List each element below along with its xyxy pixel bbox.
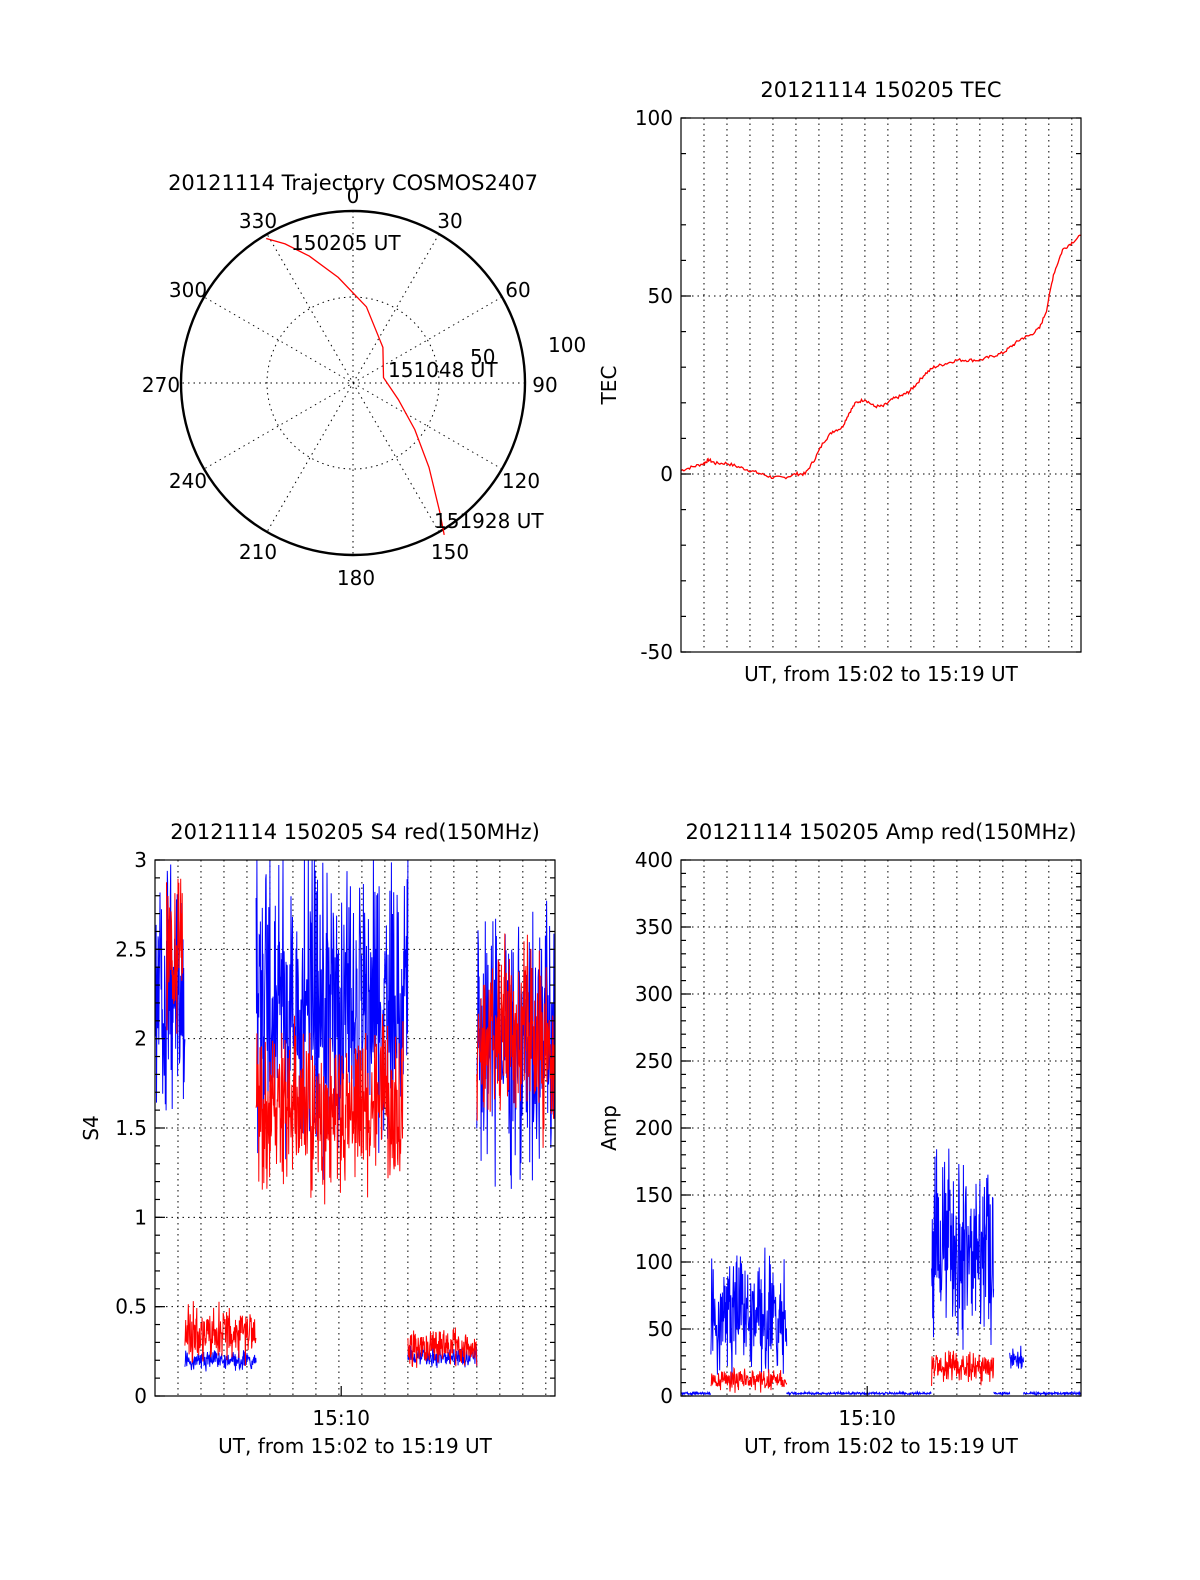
tec-x-axis-label: UT, from 15:02 to 15:19 UT xyxy=(744,662,1019,686)
ytick-label: 3 xyxy=(134,848,147,872)
ytick-label: -50 xyxy=(640,640,673,664)
ytick-label: 50 xyxy=(648,1317,673,1341)
amp-plot: 20121114 150205 Amp red(150MHz) 0 50 100 15… xyxy=(597,820,1082,1458)
amp-axes-frame xyxy=(680,859,1082,1397)
series-0-segment-6 xyxy=(1023,1390,1082,1397)
ytick-label: 0 xyxy=(134,1384,147,1408)
tec-title: 20121114 150205 TEC xyxy=(760,78,1001,102)
trajectory-plot: 20121114 Trajectory COSMOS2407 0 30 60 90 12… xyxy=(142,171,586,590)
polar-spokes xyxy=(181,211,525,555)
ytick-label: 1 xyxy=(134,1205,147,1229)
series-1-segment-0 xyxy=(710,1366,788,1393)
polar-azimuth-labels: 0 30 60 90 120 150 180 210 240 270 300 330 xyxy=(142,184,558,590)
s4-x-axis-label: UT, from 15:02 to 15:19 UT xyxy=(218,1434,493,1458)
azimuth-label-120: 120 xyxy=(502,469,540,493)
amp-y-axis-label: Amp xyxy=(597,1105,621,1151)
azimuth-label-60: 60 xyxy=(505,278,530,302)
ytick-label: 0 xyxy=(660,462,673,486)
tec-y-axis-label: TEC xyxy=(597,366,621,406)
azimuth-label-270: 270 xyxy=(142,373,180,397)
azimuth-label-90: 90 xyxy=(532,373,557,397)
amp-x-tick-label: 15:10 xyxy=(838,1406,896,1430)
ytick-label: 150 xyxy=(635,1183,673,1207)
azimuth-label-150: 150 xyxy=(431,540,469,564)
s4-y-axis-label: S4 xyxy=(79,1115,103,1140)
azimuth-label-180: 180 xyxy=(337,566,375,590)
s4-axes-frame xyxy=(154,859,556,1397)
series-1-segment-0 xyxy=(166,878,184,1034)
azimuth-label-0: 0 xyxy=(347,184,360,208)
amp-x-axis-label: UT, from 15:02 to 15:19 UT xyxy=(744,1434,1019,1458)
ytick-label: 1.5 xyxy=(115,1116,147,1140)
series-1-segment-4 xyxy=(476,933,556,1148)
series-1-segment-1 xyxy=(184,1301,257,1366)
trajectory-mid-label: 151048 UT xyxy=(388,358,498,382)
ytick-label: 250 xyxy=(635,1049,673,1073)
s4-x-tick-label: 15:10 xyxy=(312,1406,370,1430)
s4-plot: 20121114 150205 S4 red(150MHz) 0 0.5 1 1.5 2… xyxy=(79,820,556,1458)
s4-y-ticks: 0 0.5 1 1.5 2 2.5 3 xyxy=(115,848,555,1408)
amp-series xyxy=(680,1148,1082,1397)
ytick-label: 300 xyxy=(635,982,673,1006)
azimuth-label-240: 240 xyxy=(169,469,207,493)
tec-axes-frame xyxy=(680,117,1082,653)
ytick-label: 2 xyxy=(134,1027,147,1051)
ytick-label: 400 xyxy=(635,848,673,872)
series-0-segment-2 xyxy=(786,1390,932,1397)
series-0-segment-1 xyxy=(710,1247,788,1383)
ytick-label: 0 xyxy=(660,1384,673,1408)
azimuth-label-210: 210 xyxy=(239,540,277,564)
tec-plot: 20121114 150205 TEC 100 50 0 -50 UT, from 1… xyxy=(597,78,1082,686)
series-1-segment-1 xyxy=(931,1350,995,1387)
azimuth-label-300: 300 xyxy=(169,278,207,302)
series-0-segment-3 xyxy=(931,1148,995,1350)
series-1-segment-3 xyxy=(407,1327,478,1368)
series-0-segment-4 xyxy=(993,1391,1011,1397)
trajectory-line xyxy=(266,237,445,536)
ytick-label: 100 xyxy=(635,1250,673,1274)
ytick-label: 2.5 xyxy=(115,937,147,961)
amp-title: 20121114 150205 Amp red(150MHz) xyxy=(685,820,1076,844)
series-0-segment-1 xyxy=(184,1348,257,1372)
s4-series xyxy=(154,859,556,1372)
trajectory-start-label: 150205 UT xyxy=(291,231,401,255)
amp-y-ticks: 0 50 100 150 200 250 300 350 400 xyxy=(635,848,1081,1408)
s4-title: 20121114 150205 S4 red(150MHz) xyxy=(170,820,540,844)
trajectory-title: 20121114 Trajectory COSMOS2407 xyxy=(168,171,538,195)
trajectory-end-label: 151928 UT xyxy=(434,509,544,533)
series-0-segment-5 xyxy=(1009,1345,1024,1369)
series-0-segment-0 xyxy=(680,1390,712,1397)
elevation-ring-label-50: 50 xyxy=(470,345,495,369)
ytick-label: 200 xyxy=(635,1116,673,1140)
azimuth-label-30: 30 xyxy=(437,209,462,233)
elevation-ring-label-100: 100 xyxy=(548,333,586,357)
ytick-label: 0.5 xyxy=(115,1295,147,1319)
azimuth-label-330: 330 xyxy=(239,209,277,233)
series-0-segment-0 xyxy=(154,864,186,1111)
ytick-label: 50 xyxy=(648,284,673,308)
ytick-label: 100 xyxy=(635,106,673,130)
polar-inner-ring xyxy=(266,296,440,470)
tec-grid xyxy=(681,118,1081,652)
tec-series-line xyxy=(680,234,1082,480)
polar-spoke-150 xyxy=(266,233,440,533)
tec-y-ticks: 100 50 0 -50 xyxy=(635,106,1081,664)
series-1-segment-2 xyxy=(255,1014,404,1205)
ytick-label: 350 xyxy=(635,915,673,939)
